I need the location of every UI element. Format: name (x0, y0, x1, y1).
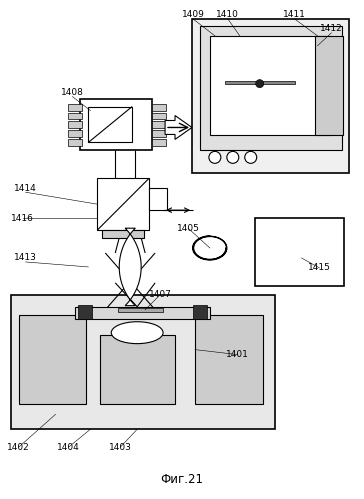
Ellipse shape (111, 322, 163, 344)
Bar (97, 178, 149, 230)
Bar (68, 121, 82, 128)
Bar (152, 113, 166, 119)
Bar (200, 26, 343, 150)
Bar (192, 19, 349, 173)
Bar (195, 315, 263, 404)
Bar (225, 81, 294, 84)
Bar (68, 130, 82, 137)
Text: 1407: 1407 (149, 290, 171, 299)
Bar (68, 113, 82, 119)
Bar (68, 104, 82, 111)
Text: 1415: 1415 (308, 263, 331, 272)
Text: 1401: 1401 (226, 350, 249, 359)
Bar (80, 99, 152, 150)
Text: 1403: 1403 (109, 443, 132, 452)
Bar (193, 305, 207, 319)
Bar (100, 335, 175, 404)
Bar (102, 230, 144, 238)
Bar (149, 188, 167, 210)
Circle shape (227, 151, 239, 163)
Text: 1405: 1405 (177, 224, 199, 233)
Text: 1411: 1411 (283, 10, 306, 19)
Text: 1410: 1410 (216, 10, 239, 19)
Text: 1414: 1414 (14, 184, 37, 193)
Circle shape (245, 151, 257, 163)
Bar (78, 305, 92, 319)
Text: 1413: 1413 (14, 253, 37, 262)
Bar (210, 36, 332, 135)
Bar (152, 139, 166, 146)
Polygon shape (119, 228, 141, 306)
Bar (118, 308, 163, 312)
Text: 1408: 1408 (61, 88, 84, 97)
Bar (316, 36, 343, 135)
Bar (68, 139, 82, 146)
Polygon shape (165, 115, 192, 139)
Text: 1404: 1404 (57, 443, 80, 452)
Text: 1412: 1412 (320, 24, 343, 33)
Bar (88, 107, 132, 142)
Text: Фиг.21: Фиг.21 (161, 473, 203, 486)
Bar (11, 295, 275, 429)
Bar (75, 307, 210, 319)
Bar (152, 121, 166, 128)
Bar (19, 315, 86, 404)
Circle shape (209, 151, 221, 163)
Bar (152, 104, 166, 111)
Text: 1402: 1402 (7, 443, 30, 452)
Circle shape (256, 80, 264, 88)
Text: 1409: 1409 (182, 10, 205, 19)
Bar (152, 130, 166, 137)
Text: 1416: 1416 (11, 214, 34, 223)
Bar (255, 218, 344, 286)
